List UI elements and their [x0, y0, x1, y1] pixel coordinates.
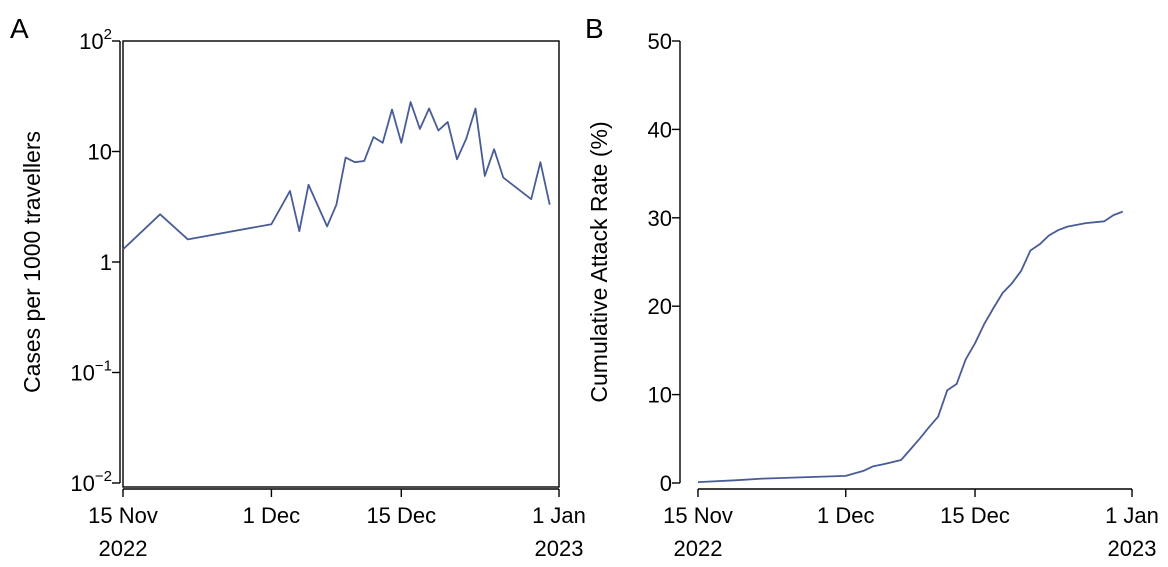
y-tick-label: 0 [660, 471, 672, 496]
x-tick-year-label: 2022 [99, 536, 148, 561]
panel-b-attack-rate-chart: B Cumulative Attack Rate (%) 0 10 20 30 40 50 15… [585, 13, 1159, 561]
x-tick-year-label: 2023 [1108, 536, 1157, 561]
x-tick-year-label: 2023 [535, 536, 584, 561]
x-tick-label: 15 Nov [88, 503, 158, 528]
y-tick-label: 10−2 [70, 468, 112, 496]
panel-label: B [585, 13, 604, 44]
x-tick-label: 15 Dec [366, 503, 436, 528]
panel-a-cases-chart: A Cases per 1000 travellers 10−2 10−1 1 10 102… [10, 13, 586, 561]
y-tick-label: 10 [88, 140, 112, 165]
y-tick-label: 50 [648, 29, 672, 54]
x-tick-label: 1 Jan [1105, 503, 1159, 528]
y-tick-label: 10−1 [70, 358, 112, 386]
series-line [697, 210, 1124, 483]
x-tick-label: 15 Dec [940, 503, 1010, 528]
x-tick-label: 1 Dec [243, 503, 300, 528]
y-tick-label: 20 [648, 294, 672, 319]
y-tick-label: 40 [648, 117, 672, 142]
series-line [122, 101, 551, 251]
y-tick-label: 1 [100, 250, 112, 275]
x-tick-label: 1 Dec [817, 503, 874, 528]
y-axis-title: Cases per 1000 travellers [19, 131, 45, 393]
x-tick-label: 15 Nov [663, 503, 733, 528]
y-tick-label: 30 [648, 206, 672, 231]
plot-frame [122, 40, 560, 488]
panel-label: A [10, 13, 29, 44]
y-tick-label: 10 [648, 383, 672, 408]
x-tick-year-label: 2022 [674, 536, 723, 561]
y-tick-label: 102 [79, 26, 112, 54]
x-tick-label: 1 Jan [532, 503, 586, 528]
y-axis-title: Cumulative Attack Rate (%) [586, 121, 612, 402]
